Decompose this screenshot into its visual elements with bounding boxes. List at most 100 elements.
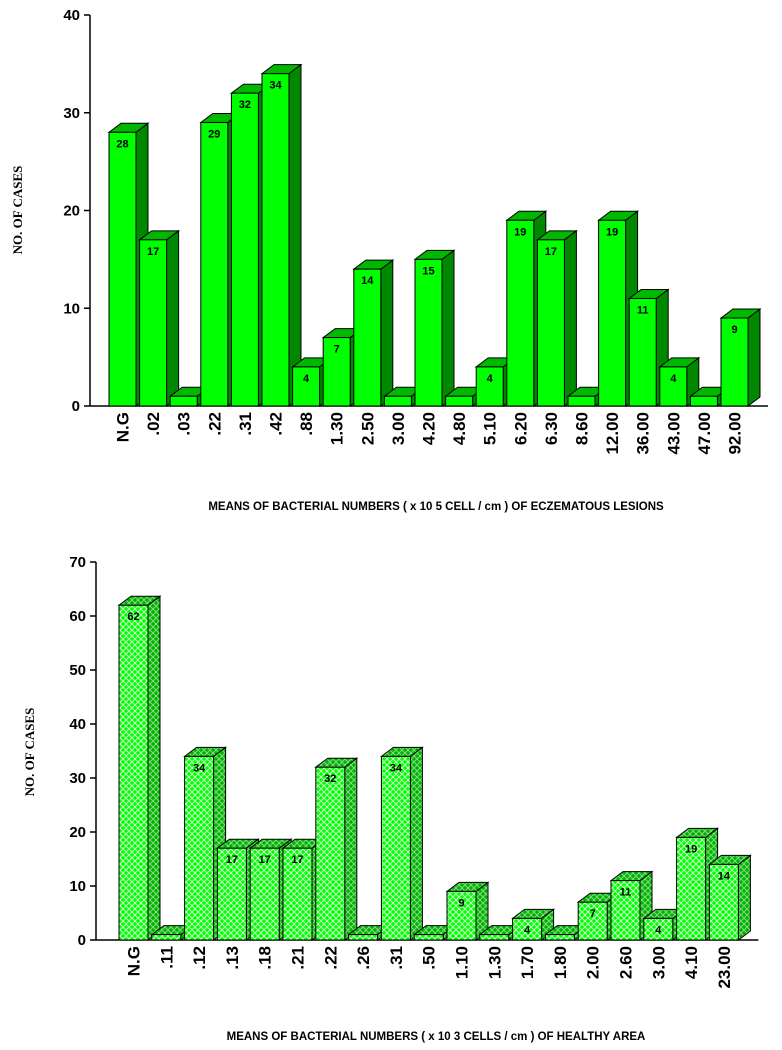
x-tick-label: 5.10 <box>481 412 500 445</box>
data-label: 34 <box>193 762 206 774</box>
bar <box>352 259 395 407</box>
bar <box>117 595 162 941</box>
x-tick-label: 1.70 <box>518 946 537 979</box>
bar-front <box>659 366 688 407</box>
bar <box>719 308 762 407</box>
x-tick-label: 43.00 <box>664 412 683 455</box>
y-tick-label: 10 <box>69 878 86 895</box>
data-label: 4 <box>655 924 662 936</box>
x-tick-label: .88 <box>297 412 316 436</box>
x-tick-label: .02 <box>144 412 163 436</box>
bar <box>379 746 424 941</box>
bar-front <box>414 258 443 407</box>
data-label: 11 <box>620 887 632 899</box>
x-tick-label: .31 <box>387 946 406 970</box>
bar-front <box>282 847 313 941</box>
y-tick-label: 30 <box>69 770 86 787</box>
bar-front <box>249 847 280 941</box>
bar-front <box>108 131 137 407</box>
bar-front <box>598 219 627 407</box>
bar-front <box>353 268 382 407</box>
bar-side <box>166 229 180 407</box>
x-tick-label: 1.10 <box>453 946 472 979</box>
x-tick-label: 23.00 <box>715 946 734 989</box>
bar-side <box>409 746 423 941</box>
x-tick-label: 36.00 <box>634 412 653 455</box>
data-label: 14 <box>718 870 731 882</box>
x-tick-label: .03 <box>175 412 194 436</box>
x-tick-label: 1.80 <box>551 946 570 979</box>
x-axis-label: MEANS OF BACTERIAL NUMBERS ( x 10 3 CELL… <box>227 1031 646 1043</box>
data-label: 19 <box>514 226 526 238</box>
bar-side <box>737 854 751 941</box>
bar-front <box>628 297 657 407</box>
bar-front <box>720 317 749 407</box>
x-tick-label: .22 <box>321 946 340 970</box>
bar-front <box>261 73 290 407</box>
x-tick-label: .12 <box>190 946 209 970</box>
bar-front <box>512 917 543 941</box>
data-label: 17 <box>259 854 271 866</box>
bar-side <box>288 63 302 407</box>
bar-side <box>563 229 577 407</box>
x-tick-label: 3.00 <box>649 946 668 979</box>
data-label: 14 <box>361 275 374 287</box>
bar-front <box>315 766 346 941</box>
x-tick-label: 4.80 <box>450 412 469 445</box>
x-tick-label: 4.10 <box>682 946 701 979</box>
y-tick-label: 0 <box>72 398 80 415</box>
y-tick-label: 20 <box>69 824 86 841</box>
bar-front <box>567 395 596 407</box>
bar-front <box>139 239 168 407</box>
data-label: 28 <box>116 138 128 150</box>
chart-eczematous-lesions: 01020304028N.G17.02.0329.2232.3134.424.8… <box>10 7 768 513</box>
data-label: 17 <box>226 854 238 866</box>
x-tick-label: .22 <box>205 412 224 436</box>
bar-front <box>151 934 182 941</box>
bar-side <box>147 595 161 941</box>
y-axis-label: NO. OF CASES <box>10 166 25 255</box>
bar-side <box>380 259 394 407</box>
data-label: 19 <box>606 226 618 238</box>
x-tick-label: .26 <box>354 946 373 970</box>
bar-front <box>544 934 575 941</box>
data-label: 17 <box>291 854 303 866</box>
data-label: 17 <box>545 246 557 258</box>
bar-front <box>383 395 412 407</box>
x-tick-label: 3.00 <box>389 412 408 445</box>
data-label: 62 <box>127 611 139 623</box>
x-tick-label: 12.00 <box>603 412 622 455</box>
bar <box>707 854 752 941</box>
data-label: 17 <box>147 246 159 258</box>
x-tick-label: .13 <box>223 946 242 970</box>
bar-front <box>169 395 198 407</box>
bar-front <box>708 863 739 941</box>
bar <box>138 229 181 407</box>
x-tick-label: .31 <box>236 412 255 436</box>
y-tick-label: 50 <box>69 662 86 679</box>
y-tick-label: 60 <box>69 608 86 625</box>
x-tick-label: 92.00 <box>726 412 745 455</box>
bar-front <box>292 366 321 407</box>
bar-front <box>380 755 411 941</box>
bar-front <box>536 239 565 407</box>
x-tick-label: N.G <box>125 946 144 976</box>
x-tick-label: 47.00 <box>695 412 714 455</box>
bar-front <box>689 395 718 407</box>
bar-front <box>479 934 510 941</box>
bar-front <box>577 901 608 941</box>
x-tick-label: .21 <box>289 946 308 970</box>
x-tick-label: 6.30 <box>542 412 561 445</box>
x-axis-label: MEANS OF BACTERIAL NUMBERS ( x 10 5 CELL… <box>208 501 664 513</box>
data-label: 11 <box>637 304 649 316</box>
data-label: 19 <box>685 843 697 855</box>
data-label: 32 <box>239 99 251 111</box>
bar-front <box>216 847 247 941</box>
y-tick-label: 70 <box>69 554 86 571</box>
data-label: 7 <box>334 344 340 356</box>
data-label: 15 <box>422 265 434 277</box>
data-label: 9 <box>731 324 737 336</box>
x-tick-label: 8.60 <box>573 412 592 445</box>
bar-front <box>446 890 477 941</box>
bar <box>445 881 490 941</box>
